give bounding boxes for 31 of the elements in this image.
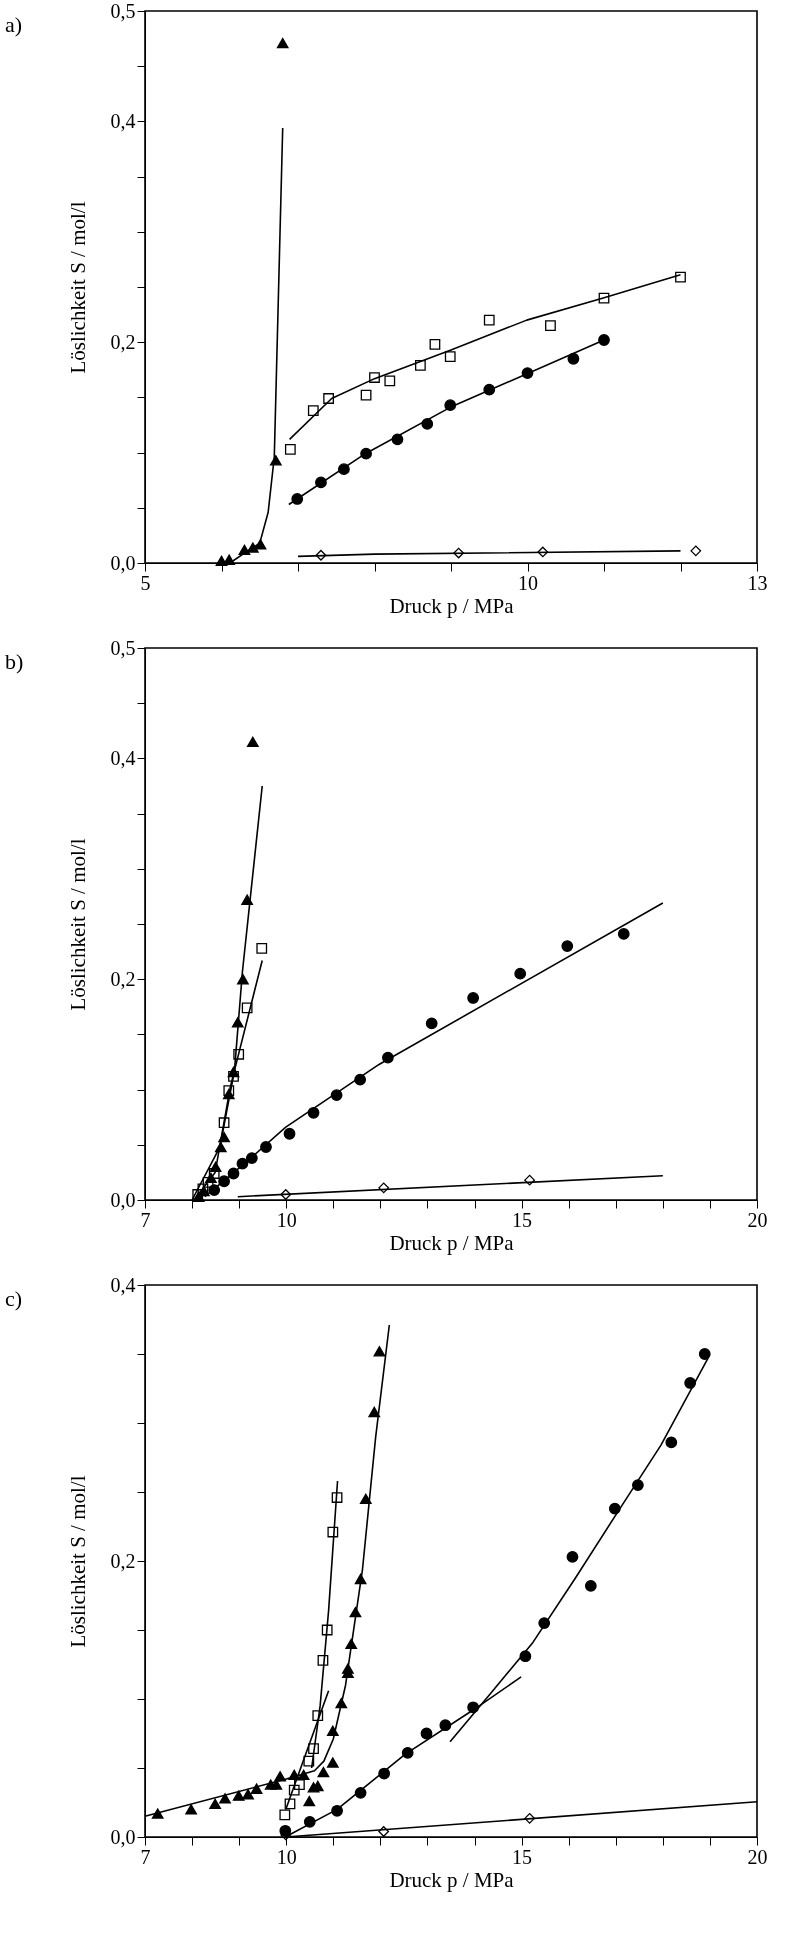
x-tick-label: 7	[140, 1845, 151, 1868]
x-tick-label: 5	[140, 571, 151, 594]
x-tick-label: 10	[276, 1845, 297, 1868]
x-tick-label: 10	[276, 1208, 297, 1231]
chart-title: b)	[5, 649, 24, 674]
y-tick-label: 0,5	[110, 0, 136, 22]
y-tick-label: 0,4	[110, 109, 136, 132]
y-axis-title: Löslichkeit S / mol/l	[65, 201, 90, 374]
y-tick-label: 0,2	[110, 967, 136, 990]
x-tick-label: 20	[747, 1208, 768, 1231]
y-axis-title: Löslichkeit S / mol/l	[65, 1475, 90, 1648]
chart-title: c)	[5, 1286, 23, 1311]
y-tick-label: 0,0	[110, 551, 136, 574]
y-tick-label: 0,0	[110, 1825, 136, 1848]
y-tick-label: 0,4	[110, 746, 136, 769]
x-tick-label: 10	[518, 571, 538, 594]
x-tick-label: 7	[140, 1208, 151, 1231]
y-tick-label: 0,4	[110, 1273, 136, 1296]
x-axis-title: Druck p / MPa	[389, 1230, 515, 1255]
x-tick-label: 15	[512, 1845, 533, 1868]
x-tick-label: 20	[747, 1845, 768, 1868]
y-tick-label: 0,2	[110, 330, 136, 353]
y-tick-label: 0,2	[110, 1549, 136, 1572]
x-axis-title: Druck p / MPa	[389, 593, 515, 618]
y-tick-label: 0,5	[110, 636, 136, 659]
y-axis-title: Löslichkeit S / mol/l	[65, 838, 90, 1011]
x-axis-title: Druck p / MPa	[389, 1867, 515, 1892]
chart-title: a)	[5, 12, 23, 37]
x-tick-label: 15	[512, 1208, 533, 1231]
y-tick-label: 0,0	[110, 1188, 136, 1211]
x-tick-label: 13	[747, 571, 768, 594]
